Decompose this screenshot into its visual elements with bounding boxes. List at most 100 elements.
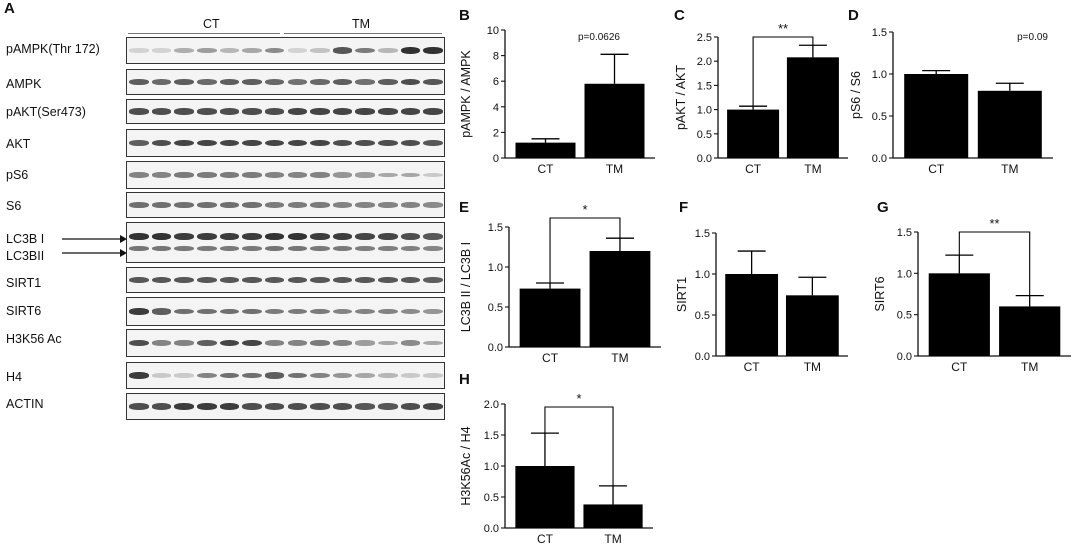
bar-ct — [515, 466, 575, 528]
y-tick-label: 0.5 — [697, 129, 712, 141]
blot-band — [332, 172, 353, 178]
x-tick-label: TM — [606, 162, 623, 176]
y-axis-label: H3K56Ac / H4 — [459, 426, 473, 505]
lc3b-ii-arrowhead — [120, 249, 127, 257]
y-tick-label: 1.5 — [695, 228, 710, 240]
blot-strip — [126, 99, 445, 124]
blot-band — [264, 276, 285, 284]
x-tick-label: CT — [928, 162, 945, 176]
x-tick-label: CT — [951, 360, 968, 374]
blot-band-lc3b-ii — [174, 246, 194, 251]
blot-band — [242, 233, 262, 240]
blot-band — [423, 403, 443, 410]
blot-band — [219, 108, 240, 115]
significance-bracket — [958, 231, 1031, 296]
blot-band — [151, 79, 172, 85]
blot-band — [264, 202, 285, 208]
group-line-tm — [284, 33, 442, 34]
blot-label-lc3b-i: LC3B I — [6, 232, 45, 246]
blot-band — [174, 139, 194, 147]
bar-tm — [977, 90, 1042, 158]
panel-letter: E — [459, 199, 469, 216]
blot-band — [151, 308, 172, 315]
chart-d: D 0.0 0.5 1.0 1.5 pS6 / S6 CT TM p=0.09 — [848, 7, 1053, 176]
blot-band — [287, 139, 308, 147]
significance-bracket — [544, 406, 614, 486]
blot-band-lc3b-ii — [423, 246, 443, 251]
blot-band — [264, 233, 285, 240]
blot-band — [355, 373, 376, 378]
y-axis-label: pS6 / S6 — [849, 71, 863, 119]
blot-band — [196, 276, 217, 284]
chart-h: H 0.0 0.5 1.0 1.5 2.0 H3K56Ac / H4 CT TM * — [459, 371, 653, 546]
lc3b-arrows — [62, 235, 127, 257]
blot-label-actin: ACTIN — [6, 397, 44, 411]
blot-band — [129, 308, 149, 315]
significance-marker: * — [582, 202, 587, 217]
blot-label-sirt1: SIRT1 — [6, 276, 42, 290]
blot-band — [264, 308, 285, 315]
blot-band — [287, 372, 308, 379]
blot-band — [219, 78, 240, 86]
y-tick-label: 1.0 — [872, 69, 887, 81]
y-axis-label: SIRT1 — [675, 277, 689, 312]
blot-band — [310, 202, 330, 208]
blot-band — [378, 308, 398, 315]
blot-band — [151, 276, 172, 284]
bar-tm — [999, 306, 1061, 356]
blot-band — [287, 403, 308, 410]
blot-band — [151, 233, 172, 240]
blot-band — [400, 276, 421, 284]
blot-band — [332, 372, 353, 379]
blot-label-lc3b-ii: LC3BII — [6, 249, 45, 263]
blot-band — [242, 202, 262, 208]
blot-strip — [126, 161, 445, 189]
group-label-ct: CT — [203, 17, 220, 31]
blot-band — [287, 276, 308, 284]
x-tick-label: CT — [542, 351, 559, 365]
blot-band — [355, 233, 376, 240]
blot-band — [423, 172, 443, 178]
blot-band — [355, 340, 376, 346]
chart-c: C 0.0 0.5 1.0 1.5 2.0 2.5 pAKT / AKT CT TM ** — [674, 7, 848, 176]
y-tick-label: 0.0 — [488, 342, 503, 354]
x-tick-label: TM — [804, 162, 821, 176]
blot-band — [174, 48, 194, 53]
y-tick-label: 8 — [493, 51, 499, 63]
blot-band-lc3b-ii — [129, 246, 149, 251]
blot-strip — [126, 129, 445, 157]
blot-band — [332, 276, 353, 284]
blot-band — [355, 403, 376, 410]
blot-band — [219, 276, 240, 284]
y-tick-label: 0.0 — [484, 523, 499, 535]
blot-band — [242, 108, 262, 115]
blot-band — [400, 139, 421, 147]
blot-band — [400, 172, 421, 178]
blot-band — [400, 373, 421, 378]
blot-band — [310, 308, 330, 315]
blot-band — [196, 339, 217, 347]
bar-ct — [725, 274, 779, 356]
blot-band — [151, 172, 172, 178]
group-label-tm: TM — [352, 17, 371, 31]
blot-band — [310, 172, 330, 178]
blot-band — [378, 78, 398, 86]
x-tick-label: TM — [1021, 360, 1038, 374]
blot-label-akt: AKT — [6, 137, 31, 151]
blot-band — [287, 48, 308, 53]
blot-band — [151, 403, 172, 410]
blot-band — [423, 233, 443, 240]
blot-band — [129, 172, 149, 178]
blot-band — [378, 340, 398, 346]
blot-band — [219, 308, 240, 315]
blot-band — [332, 47, 353, 54]
blot-band — [378, 202, 398, 208]
blot-band — [332, 78, 353, 86]
blot-band — [310, 139, 330, 147]
blot-strip — [126, 297, 445, 326]
panel-letter: C — [674, 7, 685, 24]
blot-band — [129, 233, 149, 240]
y-tick-label: 1.0 — [697, 105, 712, 117]
blot-band — [129, 139, 149, 147]
blot-band — [310, 403, 330, 410]
